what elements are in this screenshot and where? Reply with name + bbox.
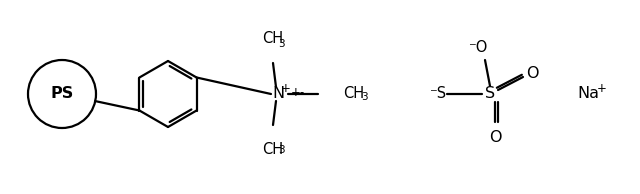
Text: CH: CH	[343, 87, 364, 101]
Text: 3: 3	[278, 145, 284, 155]
Text: CH: CH	[262, 31, 284, 46]
Text: 3: 3	[278, 39, 284, 49]
Text: CH: CH	[262, 142, 284, 157]
Text: O: O	[525, 66, 538, 81]
Text: +-: +-	[291, 87, 305, 100]
Text: N: N	[272, 87, 284, 101]
Text: +: +	[281, 82, 291, 95]
Text: Na: Na	[577, 87, 599, 101]
Text: 3: 3	[361, 92, 367, 102]
Text: PS: PS	[51, 87, 74, 101]
Text: ⁻O: ⁻O	[468, 40, 488, 55]
Text: S: S	[485, 87, 495, 101]
Text: ⁻S: ⁻S	[429, 87, 447, 101]
Text: +: +	[597, 82, 607, 95]
Text: O: O	[489, 130, 501, 145]
